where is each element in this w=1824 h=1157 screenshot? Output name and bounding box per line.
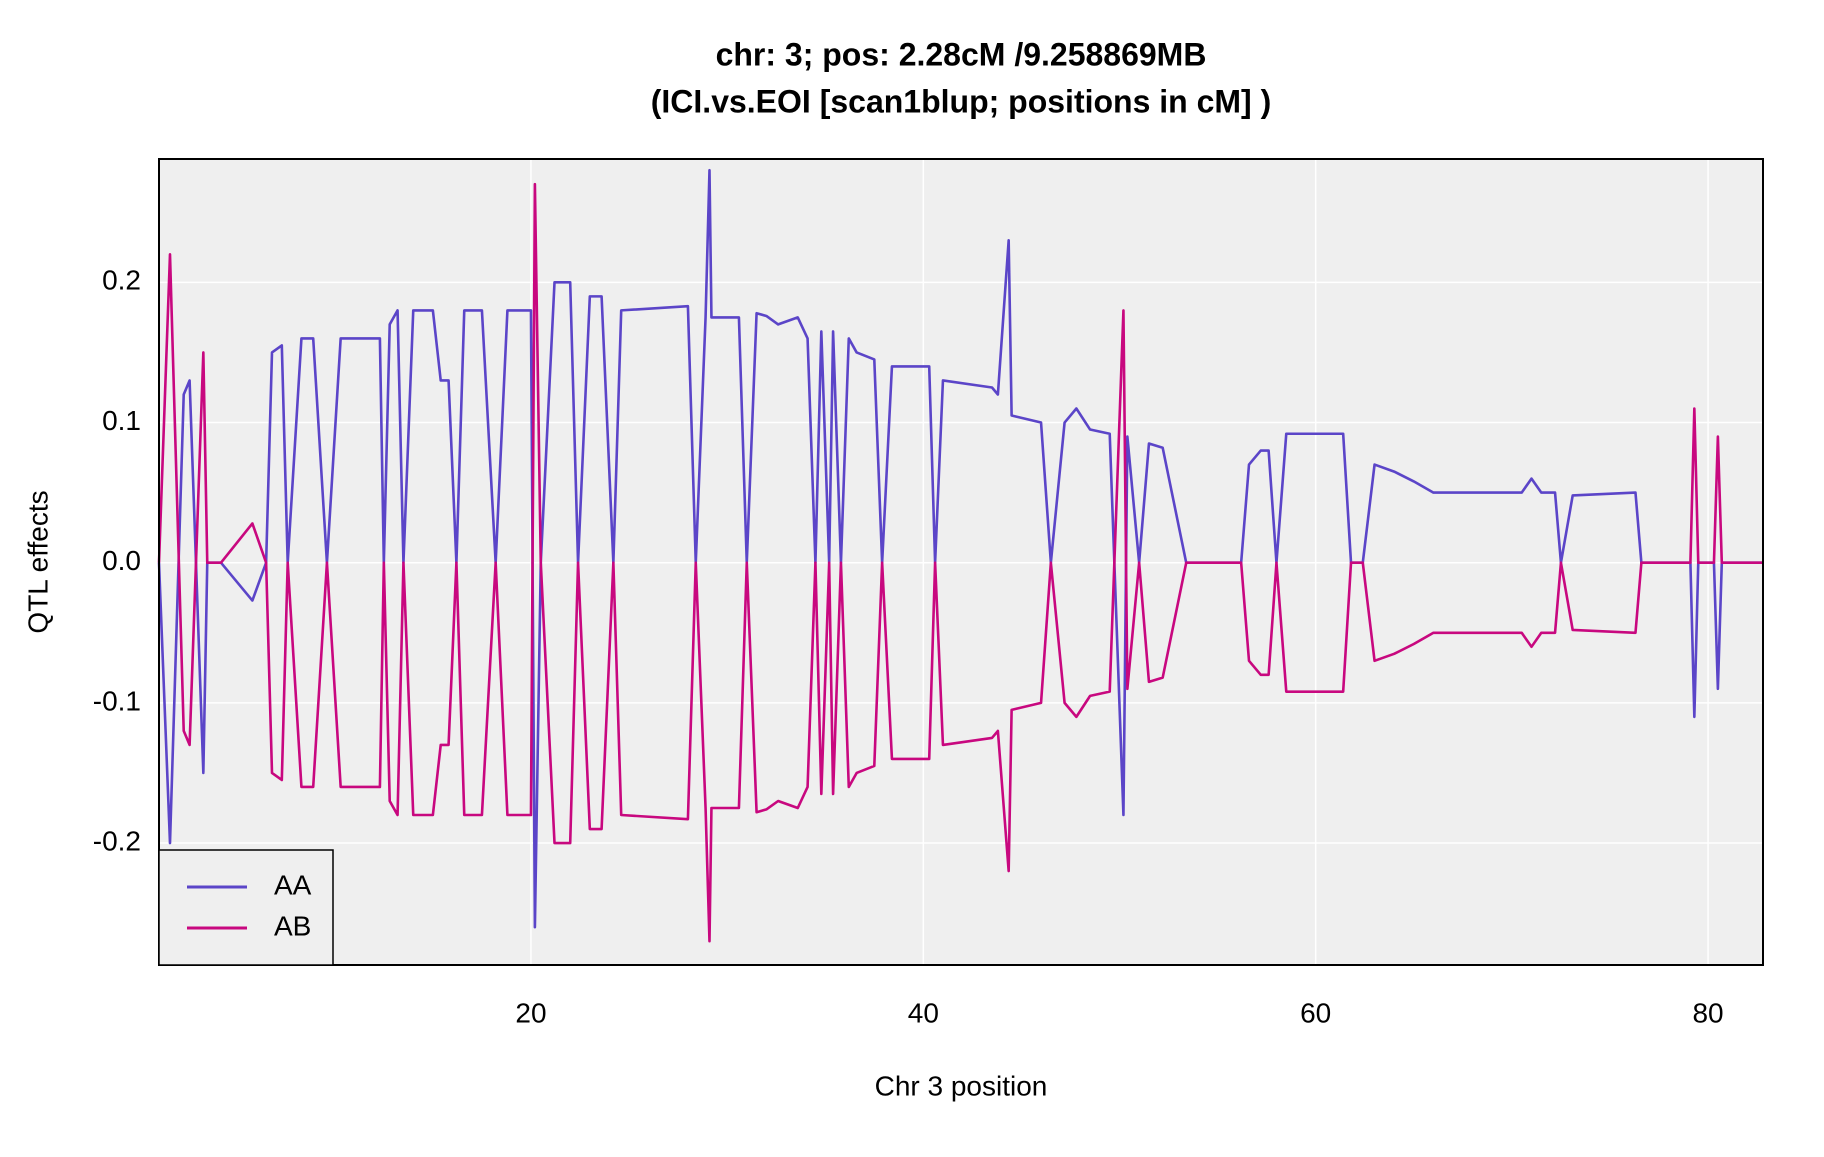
chart-title: chr: 3; pos: 2.28cM /9.258869MB <box>716 36 1207 72</box>
plot-frame <box>158 158 1764 966</box>
x-tick-label: 20 <box>515 997 546 1028</box>
x-tick-label: 40 <box>908 997 939 1028</box>
legend-label: AA <box>274 869 312 900</box>
y-tick-label: 0.1 <box>102 405 141 436</box>
y-tick-label: -0.2 <box>93 825 141 856</box>
y-axis-label: QTL effects <box>22 490 53 633</box>
y-tick-label: 0.0 <box>102 545 141 576</box>
chart-subtitle: (ICI.vs.EOI [scan1blup; positions in cM]… <box>651 83 1272 119</box>
legend-box <box>158 849 334 966</box>
legend-label: AB <box>274 910 311 941</box>
y-tick-label: 0.2 <box>102 265 141 296</box>
x-tick-label: 80 <box>1692 997 1723 1028</box>
x-axis-label: Chr 3 position <box>875 1070 1048 1101</box>
line-series <box>157 182 1763 943</box>
x-tick-label: 60 <box>1300 997 1331 1028</box>
line-series <box>157 168 1763 929</box>
y-tick-label: -0.1 <box>93 685 141 716</box>
